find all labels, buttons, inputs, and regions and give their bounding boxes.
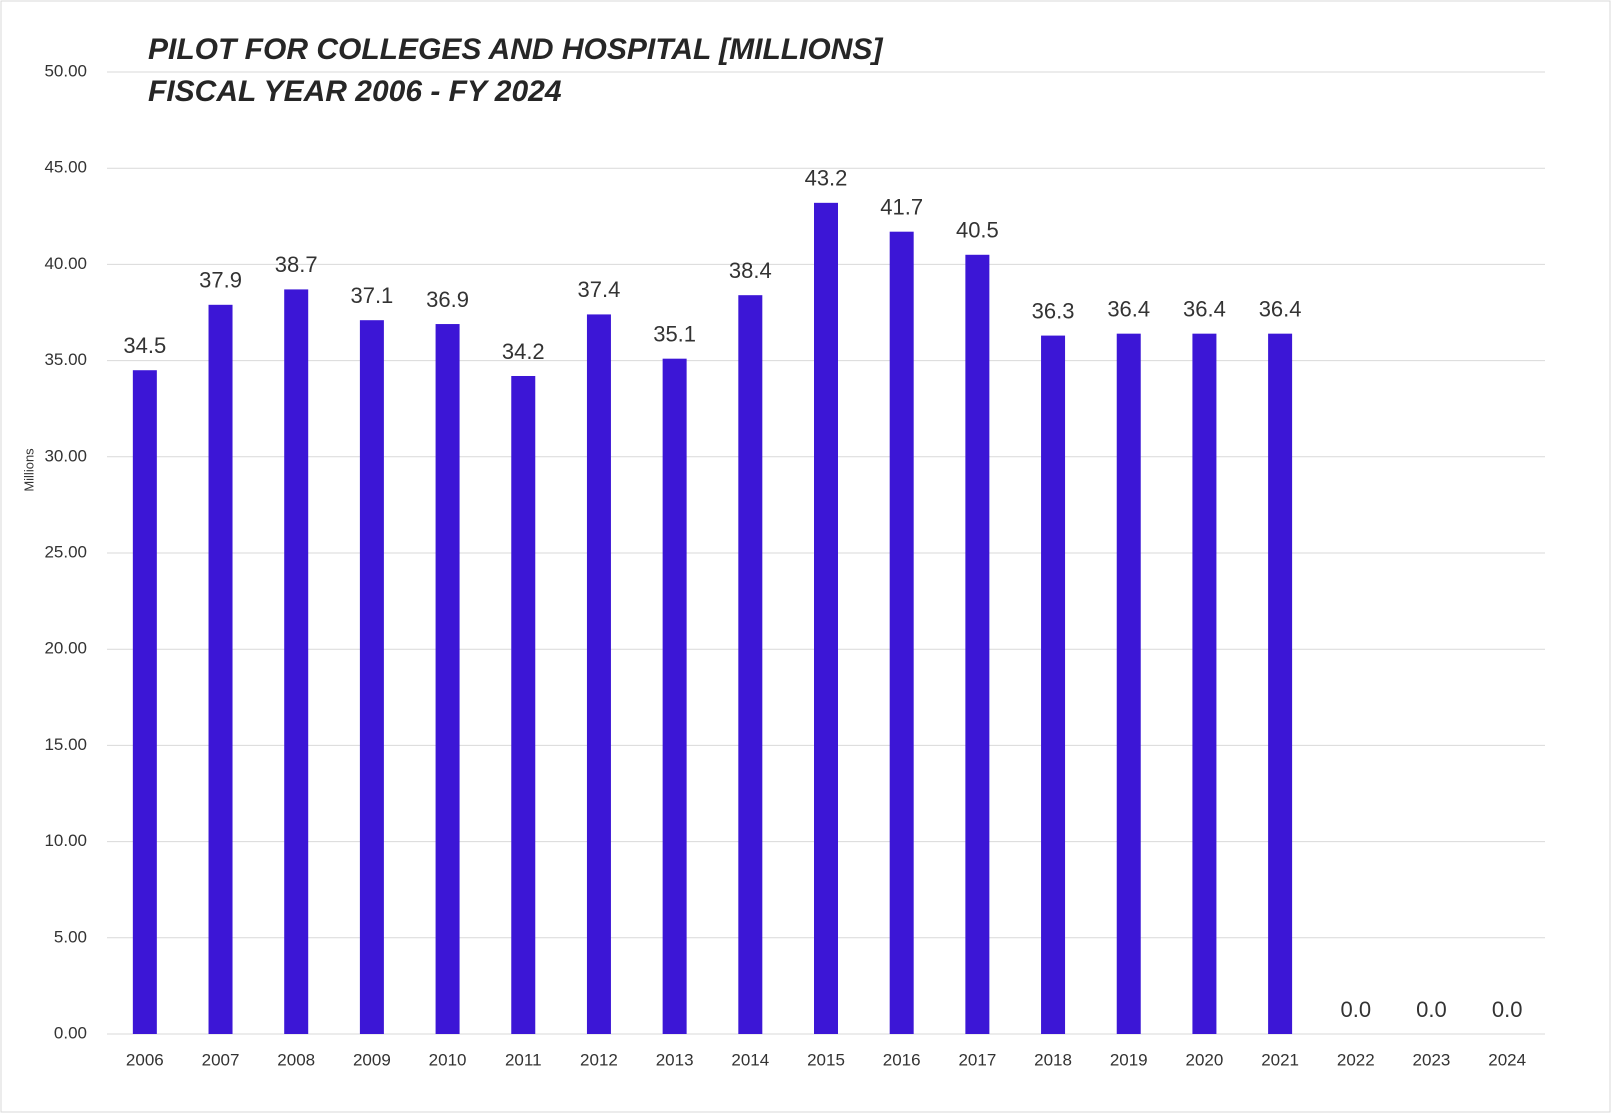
value-label: 38.4 [729,258,772,283]
y-tick-label: 25.00 [44,542,87,561]
bar [814,202,838,1034]
value-label: 36.4 [1259,296,1302,321]
x-tick-label: 2012 [580,1050,618,1069]
value-label: 34.5 [123,333,166,358]
x-tick-label: 2017 [958,1050,996,1069]
y-tick-label: 45.00 [44,158,87,177]
value-label: 38.7 [275,252,318,277]
value-label: 37.9 [199,268,242,293]
bar [1116,333,1141,1034]
value-label: 36.4 [1183,296,1226,321]
bar [586,314,611,1034]
x-tick-label: 2013 [656,1050,694,1069]
bar [1192,333,1217,1034]
bar [284,289,309,1034]
y-tick-label: 20.00 [44,639,87,658]
bar [965,254,990,1034]
value-label: 36.4 [1107,296,1150,321]
x-tick-label: 2014 [731,1050,769,1069]
value-label: 0.0 [1492,997,1523,1022]
bar [208,304,233,1035]
bar [738,295,763,1035]
x-tick-label: 2011 [505,1050,542,1069]
value-label: 0.0 [1340,997,1371,1022]
value-label: 40.5 [956,218,999,243]
y-tick-label: 5.00 [54,927,87,946]
x-tick-label: 2018 [1034,1050,1072,1069]
y-tick-label: 50.00 [44,61,87,80]
value-label: 0.0 [1416,997,1447,1022]
y-axis-label: Millions [21,448,36,492]
y-tick-label: 10.00 [44,831,87,850]
y-tick-label: 15.00 [44,735,87,754]
bar [1268,333,1293,1034]
value-label: 37.1 [350,283,393,308]
bar [1041,335,1066,1034]
x-tick-label: 2008 [277,1050,315,1069]
bar [132,370,157,1035]
y-tick-label: 0.00 [54,1023,87,1042]
x-tick-label: 2016 [883,1050,921,1069]
x-tick-label: 2022 [1337,1050,1375,1069]
x-tick-label: 2024 [1488,1050,1526,1069]
value-label: 37.4 [578,277,621,302]
value-label: 35.1 [653,321,696,346]
bar [511,375,536,1034]
x-tick-label: 2020 [1186,1050,1224,1069]
value-label: 36.9 [426,287,469,312]
bar [359,320,384,1034]
y-tick-label: 40.00 [44,254,87,273]
chart-subtitle: FISCAL YEAR 2006 - FY 2024 [148,75,562,108]
x-tick-label: 2010 [429,1050,467,1069]
value-label: 43.2 [805,166,848,191]
y-tick-label: 35.00 [44,350,87,369]
x-tick-label: 2006 [126,1050,164,1069]
x-tick-label: 2023 [1413,1050,1451,1069]
x-tick-label: 2021 [1261,1050,1299,1069]
x-tick-label: 2015 [807,1050,845,1069]
bar [662,358,687,1034]
bar [889,231,914,1034]
value-label: 36.3 [1032,298,1075,323]
y-tick-label: 30.00 [44,446,87,465]
x-tick-label: 2019 [1110,1050,1148,1069]
x-tick-label: 2009 [353,1050,391,1069]
value-label: 34.2 [502,339,545,364]
value-label: 41.7 [880,195,923,220]
chart-title: PILOT FOR COLLEGES AND HOSPITAL [MILLION… [148,33,883,66]
bar [435,324,460,1034]
x-tick-label: 2007 [202,1050,240,1069]
